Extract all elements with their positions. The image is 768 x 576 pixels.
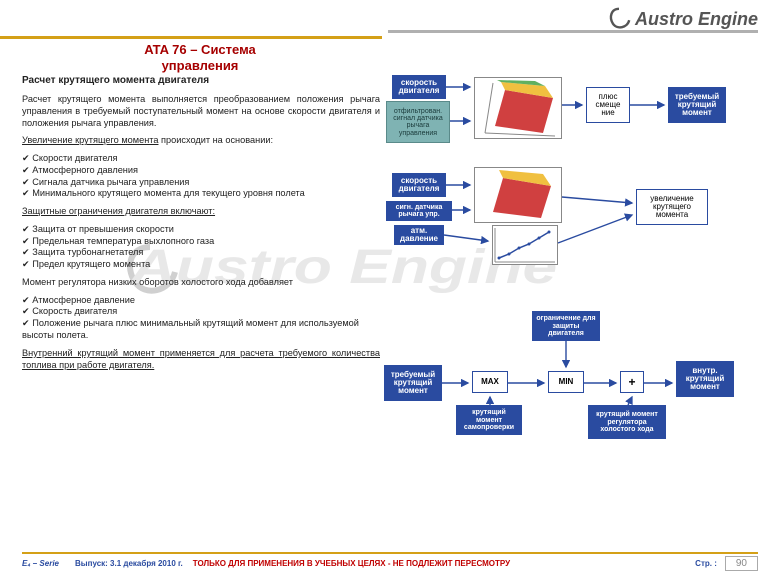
- subtitle: Расчет крутящего момента двигателя: [22, 75, 380, 88]
- page-title: ATA 76 – Система управления: [70, 42, 330, 73]
- footer-date: Выпуск: 3.1 декабря 2010 г.: [75, 559, 183, 568]
- final-paragraph: Внутренний крутящий момент применяется д…: [22, 348, 380, 372]
- increase-intro: Увеличение крутящего момента происходит …: [22, 135, 380, 147]
- logo-underline: [388, 30, 758, 33]
- list-2: Защита от превышения скоростиПредельная …: [22, 224, 380, 271]
- footer: E₄ – Serie Выпуск: 3.1 декабря 2010 г. Т…: [0, 552, 768, 576]
- arrows: [384, 75, 744, 455]
- footer-series: E₄ – Serie: [22, 559, 59, 568]
- protect-head: Защитные ограничения двигателя включают:: [22, 206, 380, 218]
- list-3: Атмосферное давлениеСкорость двигателяПо…: [22, 295, 380, 342]
- diagram: скорость двигателя отфильтрован. сигнал …: [384, 75, 760, 377]
- text-column: Расчет крутящего момента двигателя Расче…: [22, 75, 380, 377]
- footer-warning: ТОЛЬКО ДЛЯ ПРИМЕНЕНИЯ В УЧЕБНЫХ ЦЕЛЯХ - …: [193, 559, 510, 568]
- brand-name: Austro Engine: [635, 9, 758, 30]
- footer-page-number: 90: [725, 556, 758, 571]
- footer-page-label: Стр. :: [695, 559, 717, 568]
- accent-strip: [0, 36, 382, 39]
- paragraph-1: Расчет крутящего момента выполняется пре…: [22, 94, 380, 129]
- list-1: Скорости двигателяАтмосферного давленияС…: [22, 153, 380, 200]
- idle-head: Момент регулятора низких оборотов холост…: [22, 277, 380, 289]
- logo: Austro Engine: [607, 7, 758, 31]
